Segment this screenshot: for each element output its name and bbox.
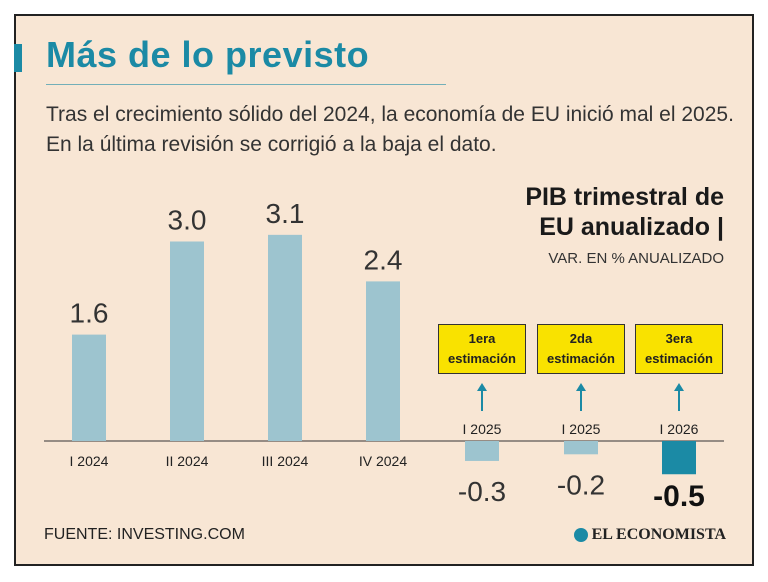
- value-label-4: 2.4: [364, 244, 403, 275]
- title-divider: [46, 84, 446, 85]
- estimation-box-1-line1: 1era: [468, 331, 496, 346]
- chart-title-line1: PIB trimestral de: [525, 183, 724, 211]
- category-label-3: III 2024: [262, 453, 309, 469]
- category-label-4: IV 2024: [359, 453, 407, 469]
- chart-title-line2: EU anualizado |: [539, 213, 724, 241]
- estimation-box-2-line2: estimación: [547, 351, 615, 366]
- estimation-box-3: 3era estimación: [635, 324, 723, 374]
- value-label-6: -0.2: [557, 469, 605, 500]
- brand-logo: EL ECONOMISTA: [573, 526, 726, 544]
- bar-1: [72, 334, 106, 441]
- brand-mark-icon: [573, 528, 588, 542]
- value-label-5: -0.3: [458, 476, 506, 507]
- annotation-arrowhead-3: [674, 383, 684, 391]
- bar-3: [268, 234, 302, 441]
- page-title: Más de lo previsto: [46, 34, 370, 75]
- value-label-2: 3.0: [168, 205, 207, 236]
- bar-4: [366, 281, 400, 441]
- estimation-box-1: 1era estimación: [438, 324, 526, 374]
- value-label-3: 3.1: [266, 198, 305, 229]
- category-label-6: I 2025: [562, 421, 601, 437]
- estimation-box-2-line1: 2da: [569, 331, 593, 346]
- bar-5: [465, 441, 499, 461]
- category-label-5: I 2025: [463, 421, 502, 437]
- category-label-2: II 2024: [166, 453, 209, 469]
- annotation-arrowhead-1: [477, 383, 487, 391]
- estimation-box-3-line1: 3era: [665, 331, 693, 346]
- category-label-1: I 2024: [70, 453, 109, 469]
- bar-6: [564, 441, 598, 455]
- category-label-7: I 2026: [660, 421, 699, 437]
- estimation-box-3-line2: estimación: [645, 351, 713, 366]
- annotation-arrowhead-2: [576, 383, 586, 391]
- bar-7: [662, 441, 696, 475]
- value-label-7: -0.5: [653, 480, 705, 513]
- chart-title: PIB trimestral de EU anualizado |: [525, 182, 724, 242]
- title-accent-bar: [14, 44, 22, 72]
- chart-unit-label: VAR. EN % ANUALIZADO: [548, 250, 724, 267]
- page-subtitle: Tras el crecimiento sólido del 2024, la …: [46, 103, 734, 156]
- estimation-box-2: 2da estimación: [537, 324, 625, 374]
- bar-2: [170, 241, 204, 441]
- brand-name: EL ECONOMISTA: [591, 526, 726, 543]
- estimation-box-1-line2: estimación: [448, 351, 516, 366]
- source-note: FUENTE: INVESTING.COM: [44, 526, 245, 543]
- value-label-1: 1.6: [70, 298, 109, 329]
